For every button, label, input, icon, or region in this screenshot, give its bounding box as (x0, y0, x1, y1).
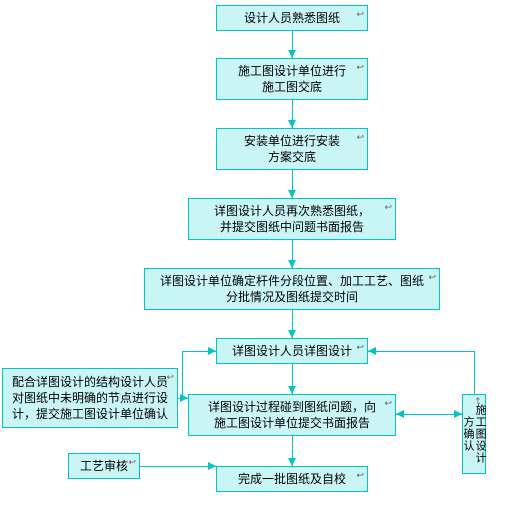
node-mark-icon: ↩ (356, 341, 364, 353)
node-mark-icon: ↩ (128, 456, 136, 468)
flow-node-n9: 配合详图设计的结构设计人员对图纸中未明确的节点进行设计，提交施工图设计单位确认↩ (2, 368, 178, 428)
node-mark-icon: ↩ (384, 397, 392, 409)
flow-node-n1: 设计人员熟悉图纸↩ (216, 5, 368, 31)
flow-node-n2: 施工图设计单位进行施工图交底↩ (216, 58, 368, 100)
node-mark-icon: ↩ (356, 8, 364, 20)
flow-node-n4: 详图设计人员再次熟悉图纸，并提交图纸中问题书面报告↩ (188, 198, 396, 240)
node-mark-icon: ↩ (384, 201, 392, 213)
flow-node-n8: 完成一批图纸及自校↩ (216, 466, 368, 492)
flow-node-n3: 安装单位进行安装方案交底↩ (216, 128, 368, 170)
flow-node-n11: 施工图设计方确认↩ (462, 394, 486, 474)
flow-node-n7: 详图设计过程碰到图纸问题，向施工图设计单位提交书面报告↩ (188, 394, 396, 436)
flow-node-n5: 详图设计单位确定杆件分段位置、加工工艺、图纸分批情况及图纸提交时间↩ (144, 268, 440, 310)
flow-node-n10: 工艺审核↩ (68, 453, 140, 479)
node-mark-icon: ↩ (356, 131, 364, 143)
node-mark-icon: ↩ (356, 61, 364, 73)
node-mark-icon: ↩ (356, 469, 364, 481)
node-mark-icon: ↩ (166, 371, 174, 383)
node-mark-icon: ↩ (472, 397, 482, 406)
flow-node-n6: 详图设计人员详图设计↩ (216, 338, 368, 364)
node-mark-icon: ↩ (428, 271, 436, 283)
